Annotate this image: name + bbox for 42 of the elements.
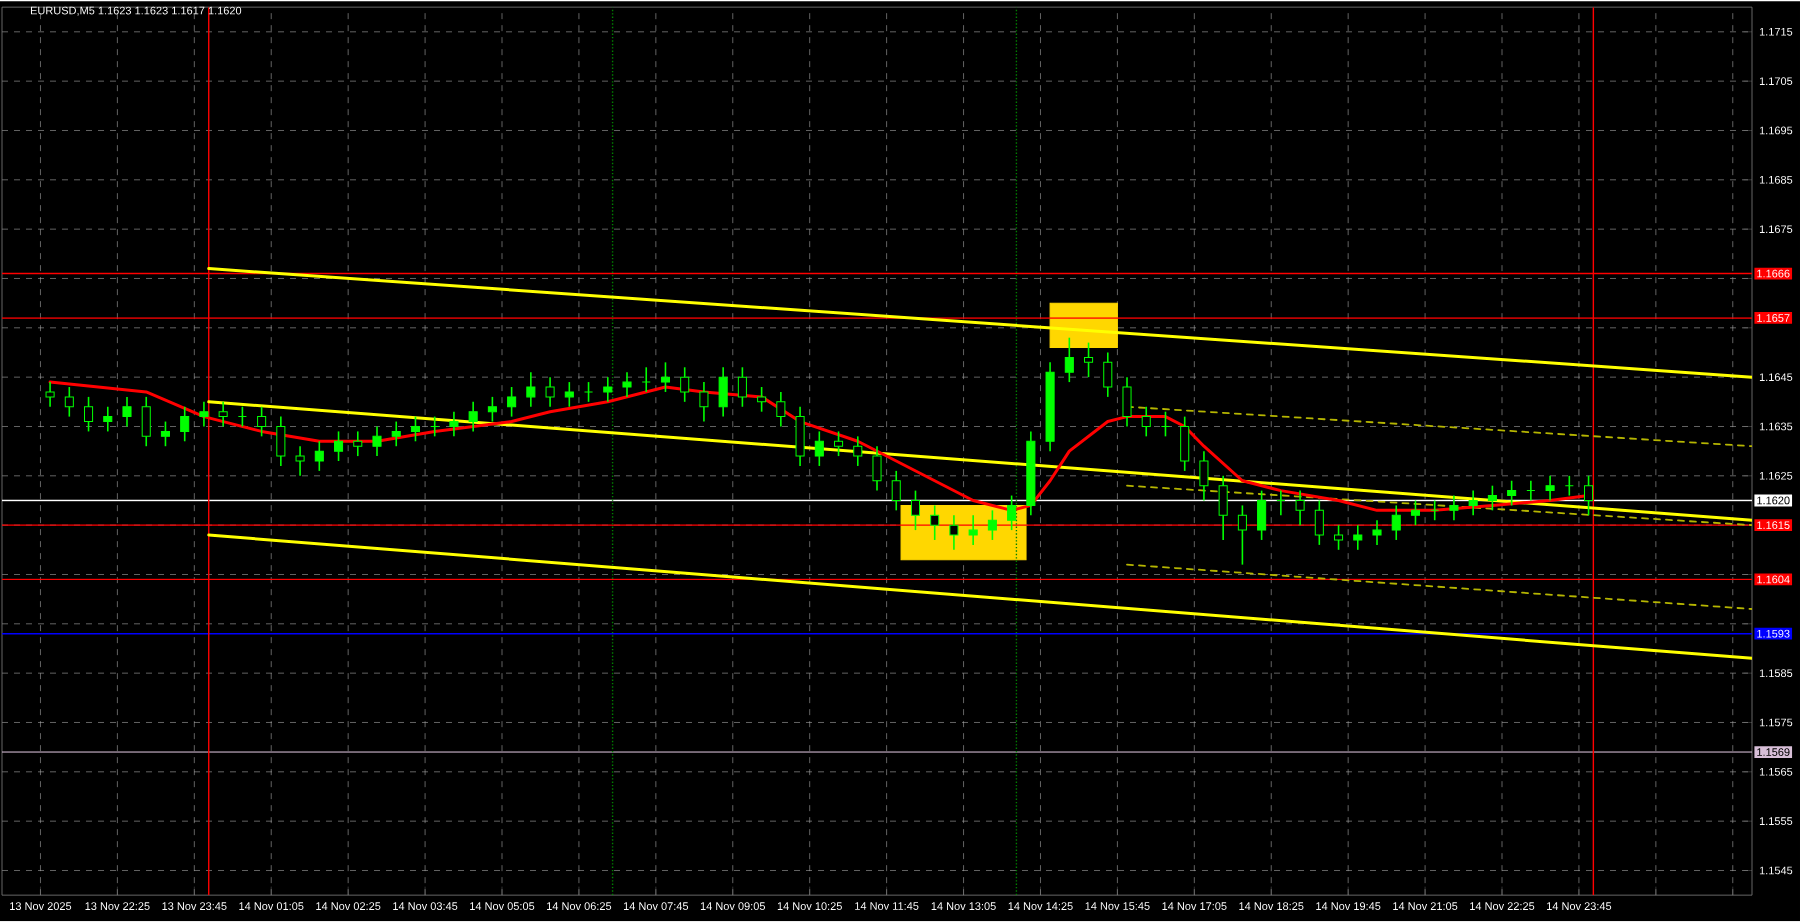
candlestick [1180, 416, 1190, 473]
candlestick [1199, 450, 1209, 502]
candlestick [930, 505, 940, 542]
candlestick [891, 470, 901, 512]
candlestick [1372, 519, 1382, 547]
candlestick [1295, 490, 1305, 527]
candlestick [949, 514, 959, 552]
candlestick [795, 406, 805, 468]
candlestick [468, 401, 478, 433]
candlestick [1122, 376, 1132, 428]
candlestick [295, 445, 305, 478]
candlestick [545, 376, 555, 408]
candlestick [1468, 490, 1478, 517]
candlestick [1045, 361, 1055, 453]
candlestick [718, 366, 728, 418]
candlestick [1103, 352, 1113, 399]
candlestick [141, 396, 151, 448]
candlestick [1449, 495, 1459, 522]
candlestick [372, 426, 382, 458]
candlestick [968, 514, 978, 547]
candlestick [45, 381, 55, 408]
candlestick [276, 416, 286, 468]
candlestick [853, 435, 863, 468]
candlestick [1391, 505, 1401, 542]
candlestick [622, 371, 632, 399]
candlestick [872, 445, 882, 492]
candlestick [776, 391, 786, 428]
candlestick [122, 396, 132, 428]
candlestick [526, 371, 536, 408]
candlestick [699, 381, 709, 423]
candlestick [391, 421, 401, 448]
candlestick [1141, 406, 1151, 438]
candlestick [1218, 475, 1228, 542]
candlestick [449, 411, 459, 438]
candlestick [1545, 475, 1555, 502]
candlestick [103, 406, 113, 433]
candlestick [603, 376, 613, 404]
candlestick [199, 401, 209, 428]
candlestick [353, 431, 363, 458]
candlestick [1026, 431, 1036, 517]
candlestick [1353, 524, 1363, 552]
candlestick [218, 401, 228, 428]
